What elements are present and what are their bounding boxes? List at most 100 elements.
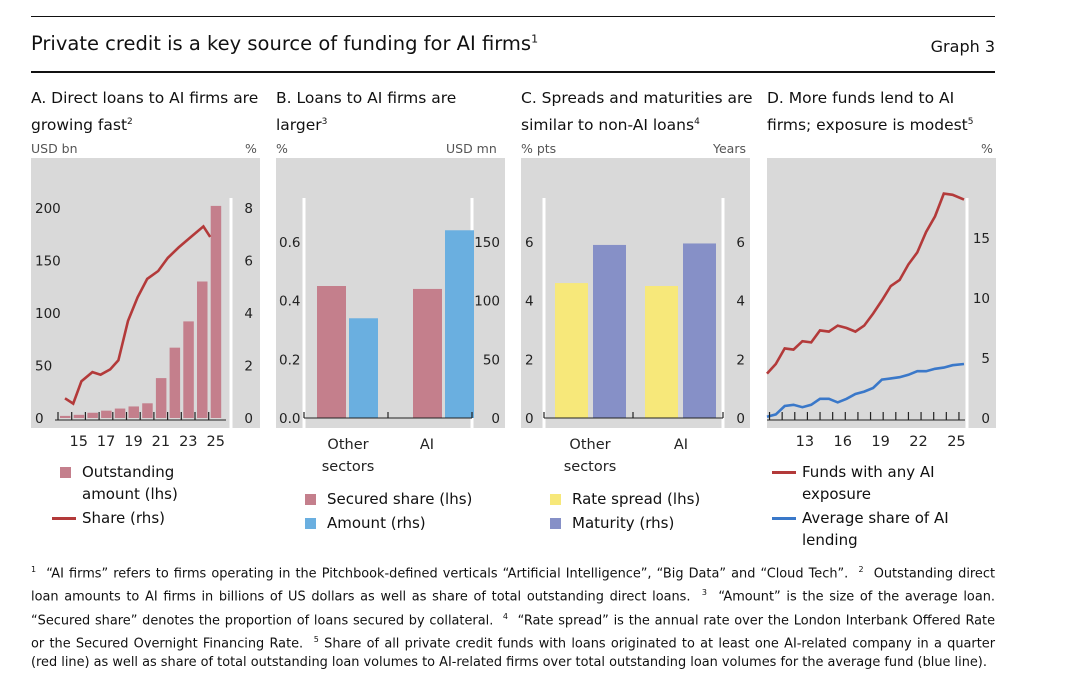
bar-outstanding xyxy=(169,347,181,418)
bar-outstanding xyxy=(73,414,85,418)
bar-outstanding xyxy=(128,406,139,418)
panel-b-title: B. Loans to AI firms are larger3 xyxy=(276,89,457,135)
x-label-other: Other xyxy=(569,437,610,453)
x-label-sectors: sectors xyxy=(322,459,375,475)
legend-item-amount: Amount (rhs) xyxy=(297,512,497,534)
y-tick-left: 0.0 xyxy=(279,411,300,427)
x-label-ai: AI xyxy=(420,437,434,453)
graph-label: Graph 3 xyxy=(930,37,995,56)
panel-a-title: A. Direct loans to AI firms are growing … xyxy=(31,89,259,135)
legend-item-funds: Funds with any AI exposure xyxy=(772,461,952,505)
y-tick-right: 100 xyxy=(474,294,500,310)
x-tick-label: 25 xyxy=(947,434,965,450)
panel-c-legend: Rate spread (lhs) Maturity (rhs) xyxy=(542,488,742,536)
purple-swatch xyxy=(550,518,561,529)
x-tick-label: 17 xyxy=(97,434,115,450)
panel-a-unit-right: % xyxy=(245,141,257,156)
bar-secured-share xyxy=(413,288,442,418)
y-tick-right: 5 xyxy=(981,351,990,367)
bar-outstanding xyxy=(155,378,167,418)
top-rule xyxy=(31,16,995,17)
bar-outstanding xyxy=(210,205,222,418)
bar-outstanding xyxy=(197,281,208,418)
y-tick-left: 0.4 xyxy=(279,294,300,310)
blue-line-swatch xyxy=(772,517,796,520)
yellow-swatch xyxy=(550,494,561,505)
legend-item-maturity: Maturity (rhs) xyxy=(542,512,742,534)
y-tick-left: 50 xyxy=(35,359,52,375)
panel-d-chart: 0 5 10 15 13 16 19 22 25 xyxy=(766,192,990,450)
y-tick-right: 2 xyxy=(736,352,745,368)
y-tick-right: 0 xyxy=(244,411,253,427)
y-tick-left: 2 xyxy=(525,352,534,368)
y-tick-right: 4 xyxy=(736,294,745,310)
x-label-ai: AI xyxy=(674,437,688,453)
y-tick-left: 150 xyxy=(35,254,61,270)
title-rule xyxy=(31,71,995,73)
y-tick-right: 6 xyxy=(736,235,745,251)
x-label-other: Other xyxy=(327,437,368,453)
y-tick-left: 0 xyxy=(35,411,44,427)
legend-item-rate-spread: Rate spread (lhs) xyxy=(542,488,742,510)
y-tick-left: 200 xyxy=(35,201,61,217)
y-tick-right: 8 xyxy=(244,201,253,217)
panel-d-plot: 0 5 10 15 13 16 19 22 25 xyxy=(766,158,996,450)
y-tick-right: 0 xyxy=(736,411,745,427)
line-share xyxy=(64,224,212,406)
y-tick-left: 0.2 xyxy=(279,352,300,368)
footnotes: 1 “AI firms” refers to firms operating i… xyxy=(31,565,996,671)
footnote-2: Outstanding direct loan amounts to AI fi… xyxy=(31,566,996,605)
y-tick-right: 4 xyxy=(244,306,253,322)
panel-b-unit-left: % xyxy=(276,141,288,156)
footnote-5: Share of all private credit funds with l… xyxy=(31,636,996,671)
bar-rate-spread xyxy=(555,283,588,418)
x-tick-label: 21 xyxy=(152,434,170,450)
legend-item-outstanding: Outstanding amount (lhs) xyxy=(52,461,212,505)
line-funds-ai-exposure xyxy=(766,192,965,375)
panel-d-title: D. More funds lend to AI firms; exposure… xyxy=(767,89,974,135)
x-tick-label: 22 xyxy=(909,434,927,450)
panel-a-legend: Outstanding amount (lhs) Share (rhs) xyxy=(52,461,212,531)
bar-outstanding xyxy=(60,415,71,418)
bar-outstanding xyxy=(142,403,153,418)
x-tick-label: 23 xyxy=(179,434,197,450)
panel-d-unit-right: % xyxy=(981,141,993,156)
blue-swatch xyxy=(305,518,316,529)
legend-item-secured: Secured share (lhs) xyxy=(297,488,497,510)
bar-outstanding xyxy=(87,412,98,418)
line-avg-share-ai-lending xyxy=(766,362,965,419)
bar-maturity xyxy=(683,243,716,418)
footnote-3: “Amount” is the size of the average loan… xyxy=(31,589,995,628)
panel-c-chart: 0 2 4 6 0 2 4 6 Other sectors AI xyxy=(525,198,745,475)
bar-rate-spread xyxy=(645,286,678,418)
x-tick-label: 25 xyxy=(206,434,224,450)
y-tick-right: 10 xyxy=(973,291,990,307)
x-tick-label: 19 xyxy=(871,434,889,450)
y-tick-left: 100 xyxy=(35,306,61,322)
panel-b-plot: 0.0 0.2 0.4 0.6 0 50 100 150 Other sectors AI xyxy=(276,158,505,475)
bar-amount xyxy=(349,318,378,418)
y-tick-right: 2 xyxy=(244,359,253,375)
footnote-4: “Rate spread” is the annual rate over th… xyxy=(31,612,996,652)
x-tick-label: 16 xyxy=(834,434,852,450)
panel-c-title: C. Spreads and maturities are similar to… xyxy=(521,89,753,135)
y-tick-right: 50 xyxy=(483,352,500,368)
panel-c-unit-left: % pts xyxy=(521,141,557,156)
y-tick-right: 6 xyxy=(244,254,253,270)
legend-item-share: Share (rhs) xyxy=(52,507,212,529)
y-tick-left: 0.6 xyxy=(279,235,300,251)
bar-outstanding xyxy=(183,321,194,418)
pink-swatch xyxy=(305,494,316,505)
bar-outstanding xyxy=(114,408,126,418)
y-tick-right: 150 xyxy=(474,235,500,251)
y-tick-right: 0 xyxy=(981,411,990,427)
y-tick-right: 0 xyxy=(491,411,500,427)
bar-amount xyxy=(445,230,474,418)
red-line-swatch xyxy=(772,471,796,474)
bar-maturity xyxy=(593,244,626,418)
panel-c-plot: 0 2 4 6 0 2 4 6 Other sectors AI xyxy=(521,158,750,475)
panel-a-plot: 0 50 100 150 200 0 2 4 6 8 15 17 19 21 23 25 xyxy=(31,158,260,450)
x-tick-label: 13 xyxy=(796,434,814,450)
panel-a-unit-left: USD bn xyxy=(31,141,78,156)
x-tick-label: 19 xyxy=(124,434,142,450)
